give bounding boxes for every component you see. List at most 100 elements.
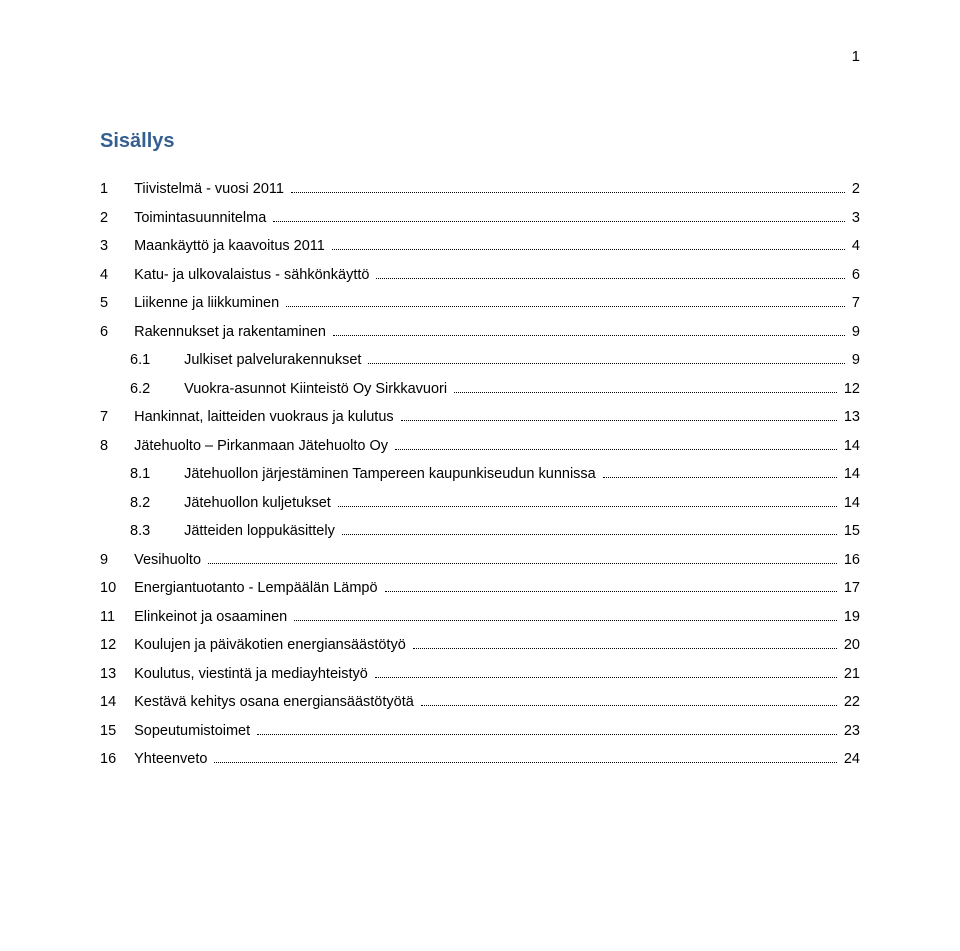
toc-entry: 14 Kestävä kehitys osana energiansäästöt… xyxy=(100,694,860,710)
toc-entry-label: Tiivistelmä - vuosi 2011 xyxy=(134,181,288,197)
toc-entry-number: 15 xyxy=(100,723,122,739)
toc-entry: 13 Koulutus, viestintä ja mediayhteistyö… xyxy=(100,666,860,682)
toc-entry-label: Energiantuotanto - Lempäälän Lämpö xyxy=(134,580,381,596)
toc-entry-label: Jätehuollon kuljetukset xyxy=(184,495,335,511)
toc-leader-dots xyxy=(214,762,836,763)
toc-entry: 6.2 Vuokra-asunnot Kiinteistö Oy Sirkkav… xyxy=(100,381,860,397)
toc-title: Sisällys xyxy=(100,130,860,153)
toc-leader-dots xyxy=(395,449,837,450)
toc-entry-page: 16 xyxy=(840,552,860,568)
toc-entry-label: Hankinnat, laitteiden vuokraus ja kulutu… xyxy=(134,409,398,425)
toc-entry-number: 3 xyxy=(100,238,122,254)
toc-entry-number: 6.2 xyxy=(130,381,172,397)
toc-entry-page: 17 xyxy=(840,580,860,596)
toc-leader-dots xyxy=(273,221,845,222)
toc-entry-page: 15 xyxy=(840,523,860,539)
toc-leader-dots xyxy=(332,249,845,250)
toc-entry-number: 12 xyxy=(100,637,122,653)
toc-leader-dots xyxy=(342,534,837,535)
page-number: 1 xyxy=(852,48,860,65)
toc-entry-number: 4 xyxy=(100,267,122,283)
toc-entry: 7 Hankinnat, laitteiden vuokraus ja kulu… xyxy=(100,409,860,425)
toc-entry-number: 2 xyxy=(100,210,122,226)
toc-entry-number: 10 xyxy=(100,580,122,596)
toc-entry-page: 7 xyxy=(848,295,860,311)
toc-entry: 6 Rakennukset ja rakentaminen 9 xyxy=(100,324,860,340)
toc-leader-dots xyxy=(413,648,837,649)
toc-entry-page: 9 xyxy=(848,324,860,340)
toc-entry: 8.3 Jätteiden loppukäsittely 15 xyxy=(100,523,860,539)
toc-entry-page: 12 xyxy=(840,381,860,397)
toc-entry-number: 7 xyxy=(100,409,122,425)
toc-leader-dots xyxy=(376,278,844,279)
toc-entry: 1 Tiivistelmä - vuosi 2011 2 xyxy=(100,181,860,197)
toc-leader-dots xyxy=(208,563,837,564)
toc-entry: 5 Liikenne ja liikkuminen 7 xyxy=(100,295,860,311)
toc-entry-number: 6 xyxy=(100,324,122,340)
toc-entry-label: Koulujen ja päiväkotien energiansäästöty… xyxy=(134,637,410,653)
toc-leader-dots xyxy=(375,677,837,678)
toc-entry-page: 14 xyxy=(840,495,860,511)
toc-entry-page: 22 xyxy=(840,694,860,710)
toc-entry-page: 14 xyxy=(840,438,860,454)
toc-leader-dots xyxy=(421,705,837,706)
toc-entry-label: Kestävä kehitys osana energiansäästötyöt… xyxy=(134,694,418,710)
toc-entry-number: 9 xyxy=(100,552,122,568)
toc-entry-number: 11 xyxy=(100,609,122,625)
toc-entry-page: 6 xyxy=(848,267,860,283)
toc-leader-dots xyxy=(338,506,837,507)
toc-entry-label: Vesihuolto xyxy=(134,552,205,568)
toc-entry-label: Elinkeinot ja osaaminen xyxy=(134,609,291,625)
toc-entry-number: 1 xyxy=(100,181,122,197)
toc-list: 1 Tiivistelmä - vuosi 2011 22 Toimintasu… xyxy=(100,181,860,767)
toc-entry-number: 5 xyxy=(100,295,122,311)
toc-entry-page: 9 xyxy=(848,352,860,368)
toc-entry-number: 6.1 xyxy=(130,352,172,368)
toc-entry: 12 Koulujen ja päiväkotien energiansääst… xyxy=(100,637,860,653)
toc-entry: 8 Jätehuolto – Pirkanmaan Jätehuolto Oy … xyxy=(100,438,860,454)
toc-leader-dots xyxy=(333,335,845,336)
toc-entry-label: Katu- ja ulkovalaistus - sähkönkäyttö xyxy=(134,267,373,283)
toc-entry-page: 13 xyxy=(840,409,860,425)
toc-entry-label: Yhteenveto xyxy=(134,751,211,767)
toc-entry: 16 Yhteenveto 24 xyxy=(100,751,860,767)
toc-entry-label: Rakennukset ja rakentaminen xyxy=(134,324,330,340)
toc-entry-page: 20 xyxy=(840,637,860,653)
toc-entry: 10 Energiantuotanto - Lempäälän Lämpö 17 xyxy=(100,580,860,596)
toc-entry-number: 16 xyxy=(100,751,122,767)
toc-entry-label: Jätteiden loppukäsittely xyxy=(184,523,339,539)
toc-entry: 8.2 Jätehuollon kuljetukset 14 xyxy=(100,495,860,511)
toc-entry-number: 8.1 xyxy=(130,466,172,482)
toc-entry: 2 Toimintasuunnitelma 3 xyxy=(100,210,860,226)
toc-entry-number: 13 xyxy=(100,666,122,682)
toc-leader-dots xyxy=(291,192,845,193)
toc-entry-page: 14 xyxy=(840,466,860,482)
toc-leader-dots xyxy=(368,363,845,364)
toc-entry-page: 4 xyxy=(848,238,860,254)
toc-entry-label: Koulutus, viestintä ja mediayhteistyö xyxy=(134,666,372,682)
toc-entry-page: 23 xyxy=(840,723,860,739)
toc-entry: 11 Elinkeinot ja osaaminen 19 xyxy=(100,609,860,625)
toc-entry-label: Jätehuollon järjestäminen Tampereen kaup… xyxy=(184,466,600,482)
toc-entry-label: Liikenne ja liikkuminen xyxy=(134,295,283,311)
toc-entry-label: Julkiset palvelurakennukset xyxy=(184,352,365,368)
toc-leader-dots xyxy=(454,392,837,393)
toc-leader-dots xyxy=(294,620,837,621)
toc-entry: 6.1 Julkiset palvelurakennukset 9 xyxy=(100,352,860,368)
toc-leader-dots xyxy=(385,591,837,592)
toc-leader-dots xyxy=(603,477,837,478)
toc-entry-number: 8 xyxy=(100,438,122,454)
toc-entry: 4 Katu- ja ulkovalaistus - sähkönkäyttö … xyxy=(100,267,860,283)
toc-entry-number: 8.3 xyxy=(130,523,172,539)
toc-entry-page: 19 xyxy=(840,609,860,625)
toc-leader-dots xyxy=(286,306,845,307)
toc-entry: 15 Sopeutumistoimet 23 xyxy=(100,723,860,739)
toc-entry: 3 Maankäyttö ja kaavoitus 2011 4 xyxy=(100,238,860,254)
toc-leader-dots xyxy=(257,734,837,735)
toc-entry-label: Toimintasuunnitelma xyxy=(134,210,270,226)
toc-entry-label: Maankäyttö ja kaavoitus 2011 xyxy=(134,238,329,254)
toc-entry: 9 Vesihuolto 16 xyxy=(100,552,860,568)
toc-entry-page: 2 xyxy=(848,181,860,197)
toc-entry-label: Jätehuolto – Pirkanmaan Jätehuolto Oy xyxy=(134,438,392,454)
toc-entry-page: 21 xyxy=(840,666,860,682)
